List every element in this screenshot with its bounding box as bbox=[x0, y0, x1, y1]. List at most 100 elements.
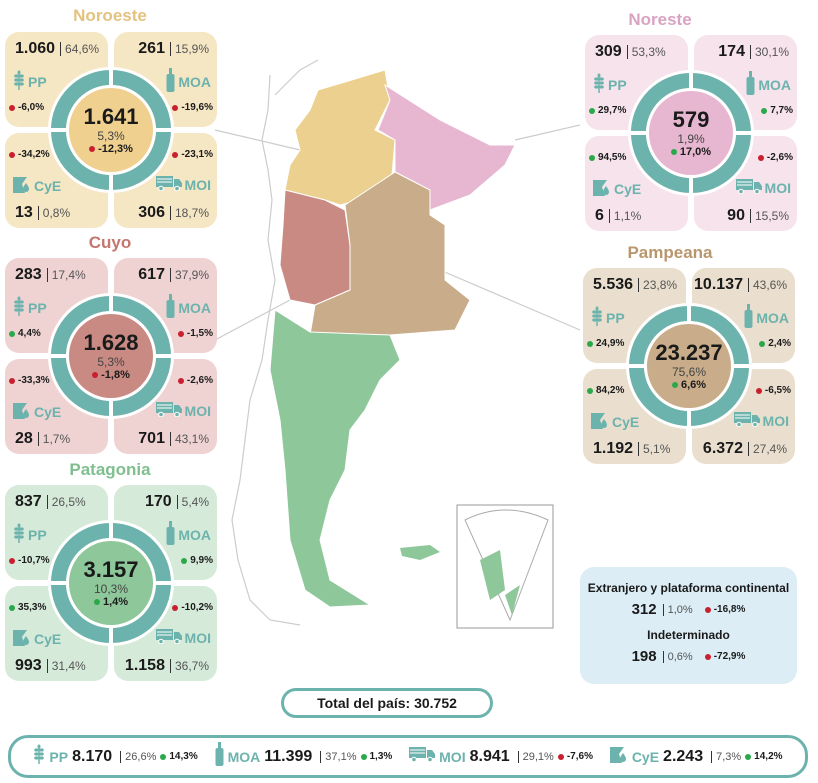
moa-value: 174 bbox=[718, 43, 745, 60]
moi-values: 701 43,1% bbox=[138, 430, 209, 448]
cye-share: 1,1% bbox=[608, 209, 641, 223]
pp-label: PP bbox=[28, 526, 47, 543]
trend-dot-icon bbox=[92, 372, 99, 378]
truck-icon bbox=[155, 175, 182, 194]
trend-dot-icon bbox=[177, 377, 184, 384]
bottle-icon bbox=[166, 68, 175, 95]
moa-value: 617 bbox=[138, 266, 165, 283]
moa-share: 5,4% bbox=[176, 495, 209, 509]
cye-label: CyE bbox=[612, 413, 640, 430]
pp-value: 283 bbox=[15, 266, 42, 283]
bottle-icon bbox=[166, 521, 175, 548]
summary-item-moa: MOA 11.399 37,1% 1,3% bbox=[215, 742, 392, 771]
trend-dot-icon bbox=[589, 107, 595, 114]
moa-share: 30,1% bbox=[749, 45, 789, 59]
moi-change: -2,6% bbox=[177, 375, 213, 386]
region-total: 3.157 bbox=[83, 557, 139, 582]
summary-share: 29,1% bbox=[517, 750, 554, 763]
other-row: 198 0,6% -72,9% bbox=[580, 648, 797, 665]
pp-label-group: PP bbox=[593, 73, 627, 96]
region-change: 1,4% bbox=[93, 596, 128, 608]
summary-label: MOA bbox=[227, 748, 261, 765]
cye-share: 31,4% bbox=[46, 659, 86, 673]
moa-label-group: MOA bbox=[166, 294, 211, 321]
moi-values: 90 15,5% bbox=[727, 207, 789, 225]
summary-value: 2.243 bbox=[663, 747, 704, 765]
moa-change: 7,7% bbox=[761, 105, 793, 116]
summary-label: CyE bbox=[631, 748, 660, 765]
trend-dot-icon bbox=[172, 151, 179, 158]
trend-dot-icon bbox=[670, 149, 677, 155]
summary-bar: PP 8.170 26,6% 14,3% MOA 11.399 37,1% 1,3% MOI… bbox=[8, 735, 808, 778]
moi-label-group: MOI bbox=[155, 401, 211, 420]
cye-change: -34,2% bbox=[9, 149, 50, 160]
cye-values: 1.192 5,1% bbox=[593, 440, 670, 458]
trend-dot-icon bbox=[9, 557, 15, 564]
region-total-circle: 1.641 5,3% -12,3% bbox=[69, 88, 153, 172]
moa-label-group: MOA bbox=[166, 68, 211, 95]
moi-label-group: MOI bbox=[155, 175, 211, 194]
moa-label-group: MOA bbox=[746, 71, 791, 98]
region-total-circle: 23.237 75,6% 6,6% bbox=[647, 324, 731, 408]
region-panel-noreste: 309 53,3% PP 29,7% 174 30,1% MOA 7,7% 6 1,1… bbox=[585, 35, 797, 231]
trend-dot-icon bbox=[177, 330, 184, 337]
moa-values: 261 15,9% bbox=[138, 40, 209, 58]
bottle-icon bbox=[166, 294, 175, 321]
cye-change-value: -34,2% bbox=[18, 149, 50, 160]
moi-label: MOI bbox=[764, 179, 791, 196]
moa-label: MOA bbox=[178, 73, 211, 90]
pp-label-group: PP bbox=[13, 523, 47, 546]
cye-values: 13 0,8% bbox=[15, 204, 70, 222]
country-total: Total del país: 30.752 bbox=[281, 688, 493, 718]
trend-dot-icon bbox=[360, 753, 367, 760]
other-row: 312 1,0% -16,8% bbox=[580, 601, 797, 618]
region-total: 1.641 bbox=[83, 104, 139, 129]
moi-share: 36,7% bbox=[169, 659, 209, 673]
other-share: 1,0% bbox=[662, 603, 693, 616]
moa-label: MOA bbox=[178, 526, 211, 543]
other-change-value: -72,9% bbox=[713, 651, 746, 662]
cye-values: 6 1,1% bbox=[595, 207, 641, 225]
moi-share: 15,5% bbox=[749, 209, 789, 223]
truck-icon bbox=[735, 178, 762, 197]
truck-icon bbox=[733, 411, 760, 430]
moi-label: MOI bbox=[184, 629, 211, 646]
cye-change: -33,3% bbox=[9, 375, 50, 386]
moi-change: -10,2% bbox=[172, 602, 213, 613]
moi-share: 27,4% bbox=[747, 442, 787, 456]
wheat-icon bbox=[593, 73, 605, 96]
region-total-circle: 1.628 5,3% -1,8% bbox=[69, 314, 153, 398]
other-value: 198 bbox=[631, 648, 657, 665]
moa-values: 617 37,9% bbox=[138, 266, 209, 284]
region-panel-pampeana: 5.536 23,8% PP 24,9% 10.137 43,6% MOA 2,4%… bbox=[583, 268, 795, 464]
region-share: 5,3% bbox=[97, 355, 125, 369]
pp-values: 5.536 23,8% bbox=[593, 276, 677, 294]
moa-values: 170 5,4% bbox=[145, 493, 209, 511]
cye-change-value: -33,3% bbox=[18, 375, 50, 386]
cye-change-value: 35,3% bbox=[18, 602, 47, 613]
moi-label-group: MOI bbox=[155, 628, 211, 647]
antarctica-inset bbox=[456, 504, 554, 629]
moi-label: MOI bbox=[762, 412, 789, 429]
summary-change: 1,3% bbox=[360, 751, 392, 762]
other-title: Indeterminado bbox=[647, 628, 730, 642]
pp-value: 837 bbox=[15, 493, 42, 510]
cye-share: 1,7% bbox=[37, 432, 70, 446]
region-title-noroeste: Noroeste bbox=[73, 6, 147, 25]
summary-item-pp: PP 8.170 26,6% 14,3% bbox=[33, 744, 198, 769]
moa-change: -1,5% bbox=[177, 328, 213, 339]
cye-label-group: CyE bbox=[13, 628, 61, 649]
map-region-pampeana bbox=[309, 171, 471, 336]
cye-label: CyE bbox=[614, 180, 642, 197]
summary-item-moi: MOI 8.941 29,1% -7,6% bbox=[409, 746, 593, 767]
pp-values: 837 26,5% bbox=[15, 493, 86, 511]
cye-label: CyE bbox=[34, 403, 62, 420]
pp-label: PP bbox=[606, 309, 625, 326]
moi-change-value: -2,6% bbox=[766, 152, 793, 163]
trend-dot-icon bbox=[557, 753, 564, 760]
other-title: Extranjero y plataforma continental bbox=[587, 581, 790, 595]
region-total: 23.237 bbox=[655, 340, 723, 365]
summary-share: 37,1% bbox=[320, 750, 357, 763]
bottle-icon bbox=[746, 71, 755, 98]
moi-values: 1.158 36,7% bbox=[125, 657, 209, 675]
